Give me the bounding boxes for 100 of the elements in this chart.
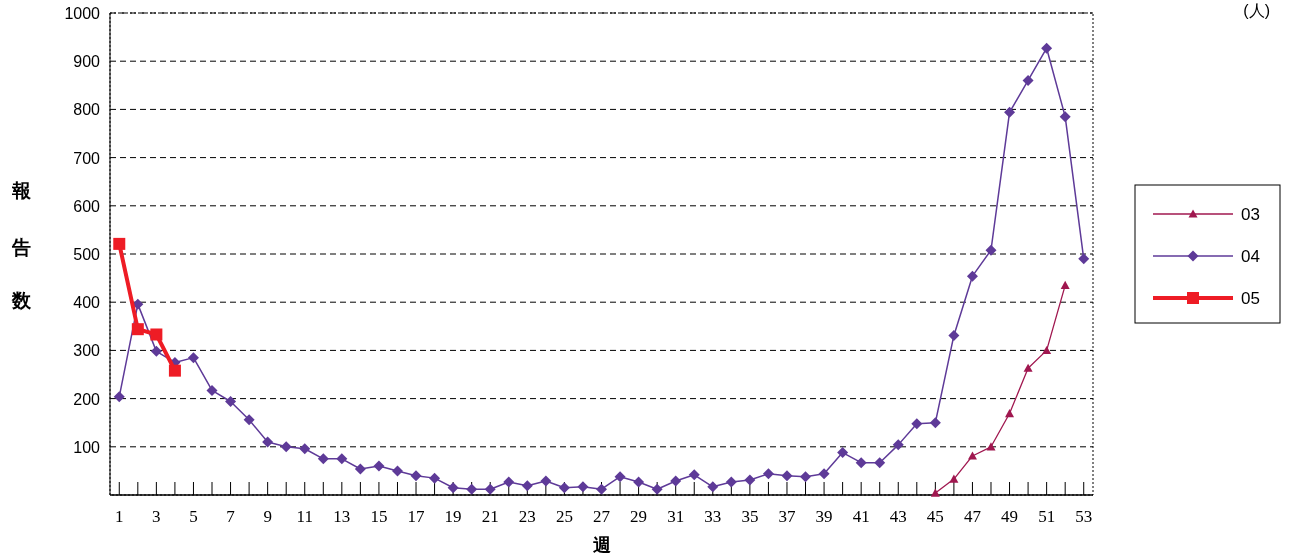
y-tick-label: 1000 [64, 5, 101, 22]
y-tick-label: 300 [73, 342, 101, 360]
x-tick-label: 49 [1001, 507, 1019, 526]
point [1005, 409, 1015, 418]
y-tick-label: 800 [73, 101, 101, 119]
point [317, 453, 329, 465]
legend-label: 04 [1241, 247, 1260, 266]
point [150, 328, 163, 341]
point [187, 352, 199, 364]
x-tick-label: 7 [226, 507, 236, 526]
point [670, 475, 682, 487]
x-tick-label: 25 [555, 507, 573, 526]
point [892, 439, 904, 451]
point [929, 417, 941, 429]
point [651, 483, 663, 495]
x-tick-label: 45 [926, 507, 944, 526]
point [391, 465, 403, 477]
point [1042, 345, 1052, 354]
point [410, 470, 422, 482]
x-axis-title: 週 [591, 535, 611, 554]
point [1022, 74, 1034, 86]
point [1004, 106, 1016, 118]
point [725, 476, 737, 488]
y-tick-label: 900 [73, 53, 101, 71]
point [1041, 42, 1053, 54]
x-tick-label: 27 [593, 507, 611, 526]
point [1023, 363, 1033, 372]
point [744, 474, 756, 486]
point [949, 474, 959, 483]
point [911, 418, 923, 430]
point [633, 476, 645, 488]
point [354, 463, 366, 475]
x-tick-label: 39 [815, 507, 833, 526]
point [1059, 111, 1071, 123]
point [818, 468, 830, 480]
point [558, 482, 570, 494]
point [985, 244, 997, 256]
point [168, 364, 181, 377]
x-tick-label: 29 [630, 507, 648, 526]
point [131, 323, 144, 336]
x-tick-label: 47 [963, 507, 982, 526]
x-tick-label: 3 [152, 507, 161, 526]
y-tick-label: 400 [73, 294, 101, 312]
point [113, 237, 126, 250]
y-tick-label: 100 [73, 438, 101, 456]
text: (人) [1243, 2, 1270, 19]
y-tick-label: 200 [73, 390, 101, 408]
x-tick-label: 11 [296, 507, 313, 526]
point [781, 470, 793, 482]
point [299, 443, 311, 455]
point [484, 483, 496, 495]
point [373, 460, 385, 472]
point [262, 436, 274, 448]
x-tick-label: 41 [852, 507, 870, 526]
point [466, 483, 478, 495]
legend-label: 03 [1241, 205, 1260, 224]
x-tick-label: 43 [889, 507, 907, 526]
point [150, 345, 162, 357]
point [113, 391, 125, 403]
point [948, 329, 960, 341]
point [540, 475, 552, 487]
x-tick-label: 15 [370, 507, 388, 526]
point [206, 384, 218, 396]
point [688, 469, 700, 481]
x-tick-label: 53 [1075, 507, 1093, 526]
x-tick-label: 21 [481, 507, 499, 526]
point [429, 472, 441, 484]
point [874, 457, 886, 469]
x-tick-label: 1 [115, 507, 124, 526]
x-tick-label: 17 [407, 507, 426, 526]
x-tick-label: 19 [444, 507, 462, 526]
point [447, 482, 459, 494]
point [225, 395, 237, 407]
point [280, 441, 292, 453]
point [967, 451, 977, 460]
point [503, 476, 515, 488]
point [614, 471, 626, 483]
point [837, 447, 849, 459]
point [966, 270, 978, 282]
x-tick-label: 13 [333, 507, 351, 526]
x-tick-label: 35 [741, 507, 759, 526]
y-tick-label: 500 [73, 246, 101, 263]
point [243, 414, 255, 426]
point [521, 480, 533, 492]
point [596, 483, 607, 495]
point [855, 457, 867, 469]
y-tick-label: 600 [73, 197, 101, 215]
y-axis-title: 報告数 [11, 166, 33, 331]
point [1060, 280, 1070, 289]
x-tick-label: 31 [667, 507, 685, 526]
point [930, 488, 940, 497]
point [1078, 253, 1090, 265]
y-tick-label: 700 [73, 149, 101, 167]
point [577, 481, 589, 493]
legend-label: 05 [1241, 289, 1260, 308]
x-tick-label: 23 [518, 507, 536, 526]
x-tick-label: 9 [263, 507, 272, 526]
point [800, 471, 812, 483]
x-tick-label: 51 [1038, 507, 1056, 526]
point [762, 468, 774, 480]
